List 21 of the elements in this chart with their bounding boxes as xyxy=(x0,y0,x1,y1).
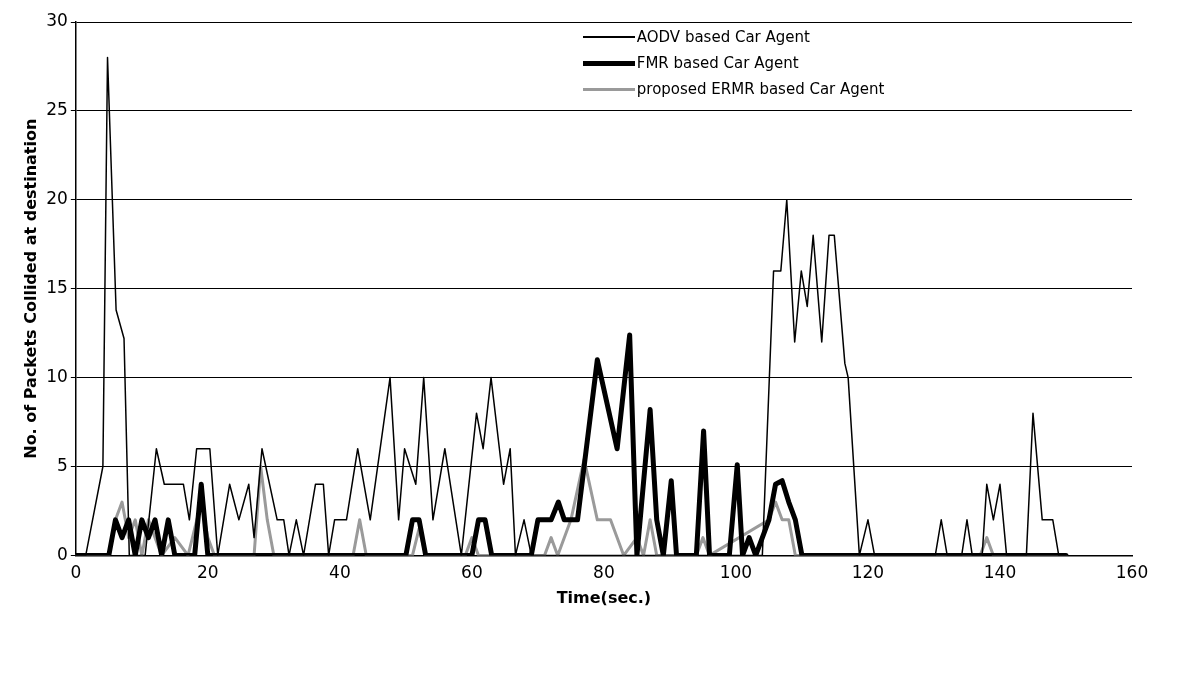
x-tick-label: 60 xyxy=(461,562,483,583)
y-tick-label: 25 xyxy=(46,99,68,120)
y-tick-label: 20 xyxy=(46,188,68,209)
y-tick-label: 5 xyxy=(57,454,68,475)
legend-label: proposed ERMR based Car Agent xyxy=(636,79,885,100)
x-tick-label: 20 xyxy=(197,562,219,583)
y-tick-label: 30 xyxy=(46,10,68,31)
y-tick-label: 10 xyxy=(46,366,68,387)
x-tick-label: 100 xyxy=(719,562,753,583)
x-tick-label: 40 xyxy=(329,562,351,583)
x-tick-label: 140 xyxy=(983,562,1017,583)
legend-label: FMR based Car Agent xyxy=(636,53,799,74)
x-tick-label: 0 xyxy=(70,562,82,583)
y-axis-title: No. of Packets Collided at destination xyxy=(20,118,40,459)
y-tick-label: 0 xyxy=(57,543,68,564)
legend-label: AODV based Car Agent xyxy=(636,27,810,48)
y-tick-label: 15 xyxy=(46,277,68,298)
x-tick-label: 160 xyxy=(1115,562,1149,583)
x-tick-label: 120 xyxy=(851,562,885,583)
x-tick-label: 80 xyxy=(593,562,615,583)
x-axis-title: Time(sec.) xyxy=(556,587,652,607)
